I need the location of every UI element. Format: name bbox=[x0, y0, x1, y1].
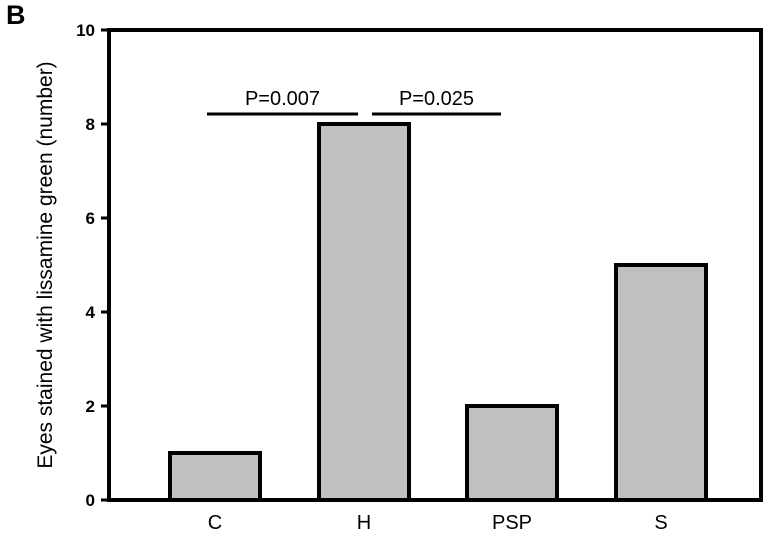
panel-letter: B bbox=[6, 0, 26, 30]
y-tick-label: 6 bbox=[86, 209, 95, 228]
bar-s bbox=[614, 263, 708, 502]
x-category-label: H bbox=[357, 512, 371, 534]
plot-frame bbox=[107, 28, 763, 502]
y-axis-ticks: 0 2 4 6 8 10 bbox=[76, 21, 109, 510]
bars-layer bbox=[168, 122, 708, 502]
significance-annotations: P=0.007 P=0.025 bbox=[207, 88, 501, 116]
x-category-label: C bbox=[208, 512, 222, 534]
y-tick-label: 10 bbox=[76, 21, 95, 40]
x-category-label: PSP bbox=[492, 512, 532, 534]
y-tick-label: 8 bbox=[86, 115, 95, 134]
y-tick-label: 2 bbox=[86, 397, 95, 416]
y-tick-label: 4 bbox=[86, 303, 96, 322]
x-category-label: S bbox=[654, 512, 667, 534]
bar-h bbox=[317, 122, 411, 502]
bar-c bbox=[168, 451, 262, 502]
x-axis-categories: C H PSP S bbox=[208, 512, 668, 534]
p-value-label: P=0.007 bbox=[245, 88, 320, 110]
p-value-label: P=0.025 bbox=[399, 88, 474, 110]
y-tick-label: 0 bbox=[86, 491, 95, 510]
y-axis-title: Eyes stained with lissamine green (numbe… bbox=[34, 61, 57, 468]
bar-psp bbox=[465, 404, 559, 502]
